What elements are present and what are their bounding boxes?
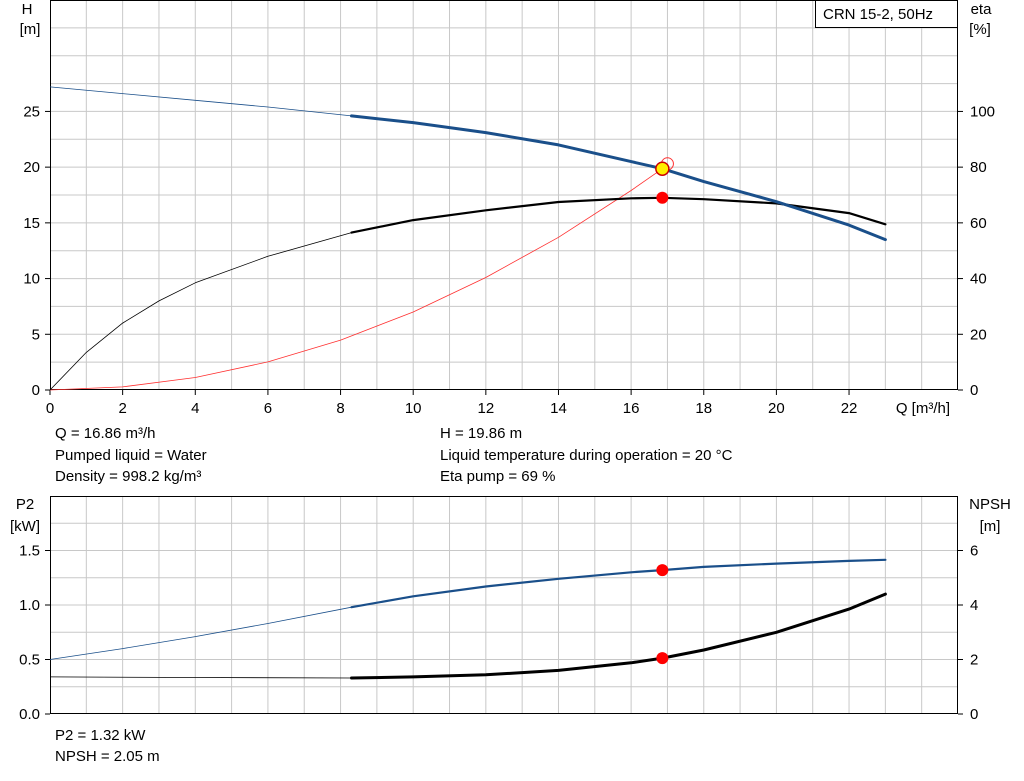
x-tick-label: 4 <box>191 400 199 417</box>
chart-title: CRN 15-2, 50Hz <box>823 6 933 23</box>
info-pumped-liquid: Pumped liquid = Water <box>55 447 207 464</box>
p2-tick-label: 1.5 <box>19 543 40 560</box>
head-curve <box>350 114 887 242</box>
y-right-tick-label: 60 <box>970 215 987 232</box>
x-tick-label: 14 <box>550 400 567 417</box>
y-right-tick-label: 40 <box>970 271 987 288</box>
y-left-tick-label: 25 <box>23 103 40 120</box>
head-operating-point <box>655 161 670 176</box>
p2-axis-unit: [kW] <box>10 518 40 535</box>
x-tick-label: 6 <box>264 400 272 417</box>
p2-tick-label: 0.0 <box>19 706 40 723</box>
x-tick-label: 12 <box>477 400 494 417</box>
npsh-curve-thin <box>49 676 352 679</box>
npsh-tick-label: 0 <box>970 706 978 723</box>
efficiency-curve-thin <box>49 232 352 391</box>
x-tick-label: 10 <box>405 400 422 417</box>
npsh-tick-label: 6 <box>970 543 978 560</box>
y-right-tick-label: 0 <box>970 382 978 399</box>
npsh-axis-unit: [m] <box>980 518 1001 535</box>
y-left-axis-unit: [m] <box>20 21 41 38</box>
x-tick-label: 8 <box>336 400 344 417</box>
y-right-tick-label: 80 <box>970 159 987 176</box>
info-p2: P2 = 1.32 kW <box>55 727 146 744</box>
npsh-tick-label: 4 <box>970 597 978 614</box>
info-eta-pump: Eta pump = 69 % <box>440 468 556 485</box>
efficiency-operating-point <box>656 191 669 204</box>
p2-axis-title: P2 <box>16 496 34 513</box>
efficiency-curve <box>350 196 887 234</box>
y-left-axis-title: H <box>22 1 33 18</box>
p2-tick-label: 0.5 <box>19 652 40 669</box>
power-chart-frame <box>50 496 958 714</box>
y-right-tick-label: 100 <box>970 103 995 120</box>
system-curve <box>49 163 668 391</box>
x-tick-label: 2 <box>118 400 126 417</box>
info-q: Q = 16.86 m³/h <box>55 425 156 442</box>
x-tick-label: 20 <box>768 400 785 417</box>
chart-title-box <box>815 0 958 28</box>
power-curve-thin <box>49 606 352 660</box>
y-right-axis-unit: [%] <box>969 21 991 38</box>
info-npsh: NPSH = 2.05 m <box>55 748 160 765</box>
npsh-axis-title: NPSH <box>969 496 1011 513</box>
x-tick-label: 16 <box>623 400 640 417</box>
x-tick-label: 18 <box>695 400 712 417</box>
y-left-tick-label: 20 <box>23 159 40 176</box>
y-left-tick-label: 5 <box>32 326 40 343</box>
y-right-axis-title: eta <box>971 1 993 18</box>
x-axis-label: Q [m³/h] <box>896 400 950 417</box>
info-liquid-temperature: Liquid temperature during operation = 20… <box>440 447 733 464</box>
x-tick-label: 0 <box>46 400 54 417</box>
y-left-tick-label: 10 <box>23 271 40 288</box>
npsh-operating-point <box>656 652 669 665</box>
npsh-curve <box>350 592 887 680</box>
p2-tick-label: 1.0 <box>19 597 40 614</box>
npsh-tick-label: 2 <box>970 652 978 669</box>
head-chart-frame <box>50 0 958 390</box>
y-left-tick-label: 15 <box>23 215 40 232</box>
y-right-tick-label: 20 <box>970 326 987 343</box>
x-tick-label: 22 <box>841 400 858 417</box>
info-density: Density = 998.2 kg/m³ <box>55 468 202 485</box>
head-curve-thin <box>49 86 352 117</box>
power-operating-point <box>656 564 669 577</box>
info-head: H = 19.86 m <box>440 425 523 442</box>
power-curve <box>350 558 887 609</box>
y-left-tick-label: 0 <box>32 382 40 399</box>
